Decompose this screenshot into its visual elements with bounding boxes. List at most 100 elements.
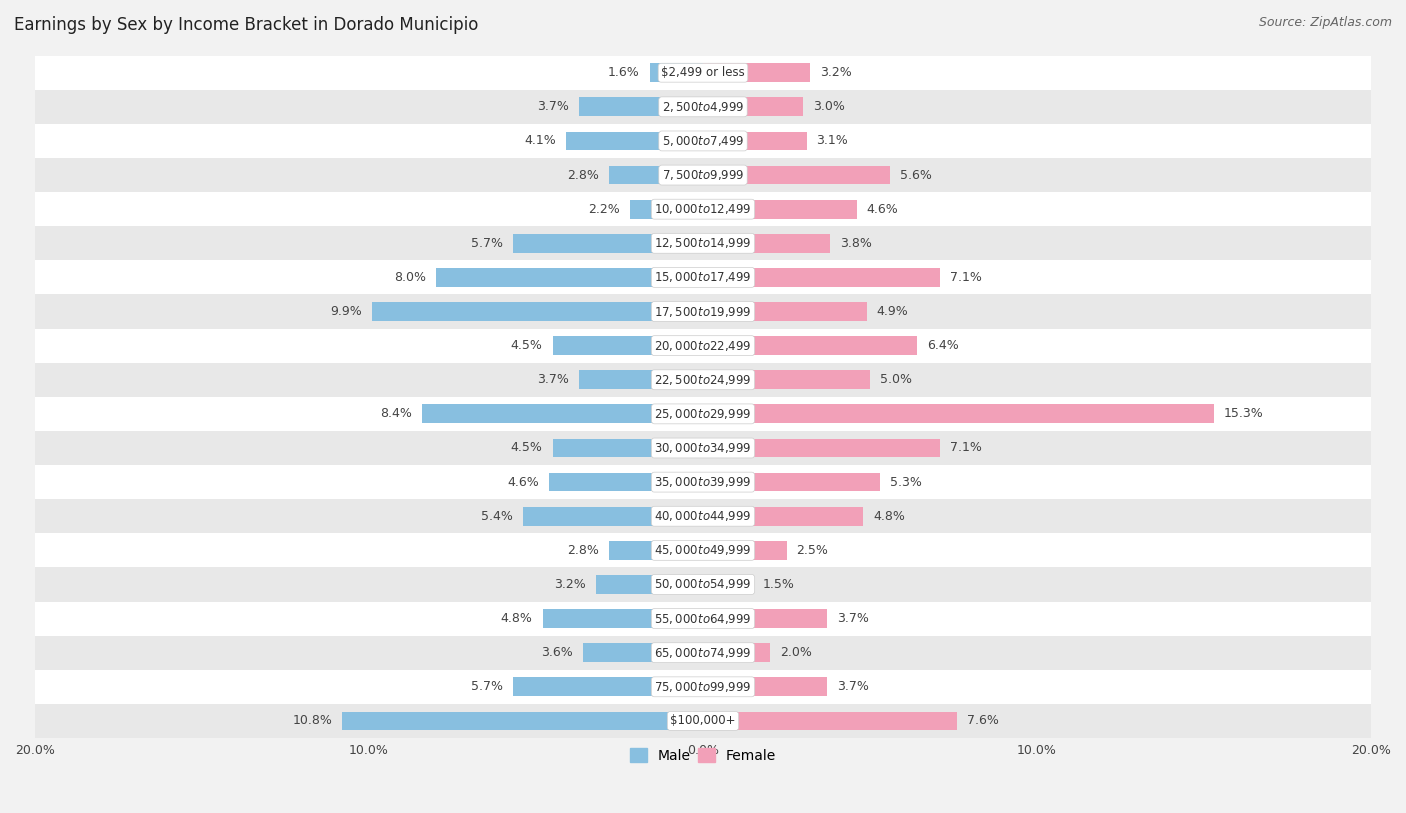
- Text: 5.3%: 5.3%: [890, 476, 922, 489]
- Text: $50,000 to $54,999: $50,000 to $54,999: [654, 577, 752, 592]
- Bar: [650, 63, 703, 82]
- Bar: [35, 226, 1371, 260]
- Bar: [703, 405, 1213, 424]
- Bar: [35, 567, 1371, 602]
- Text: 3.7%: 3.7%: [537, 373, 569, 386]
- Bar: [35, 192, 1371, 226]
- Bar: [35, 431, 1371, 465]
- Bar: [550, 472, 703, 492]
- Bar: [523, 506, 703, 526]
- Text: 2.2%: 2.2%: [588, 202, 620, 215]
- Text: 7.1%: 7.1%: [950, 441, 981, 454]
- Bar: [543, 609, 703, 628]
- Text: $20,000 to $22,499: $20,000 to $22,499: [654, 339, 752, 353]
- Text: 6.4%: 6.4%: [927, 339, 959, 352]
- Text: $17,500 to $19,999: $17,500 to $19,999: [654, 305, 752, 319]
- Bar: [513, 677, 703, 696]
- Bar: [35, 124, 1371, 158]
- Bar: [553, 439, 703, 458]
- Bar: [422, 405, 703, 424]
- Text: $12,500 to $14,999: $12,500 to $14,999: [654, 237, 752, 250]
- Bar: [703, 302, 866, 321]
- Bar: [703, 234, 830, 253]
- Text: 1.5%: 1.5%: [763, 578, 794, 591]
- Bar: [609, 166, 703, 185]
- Bar: [35, 328, 1371, 363]
- Text: 15.3%: 15.3%: [1225, 407, 1264, 420]
- Text: $10,000 to $12,499: $10,000 to $12,499: [654, 202, 752, 216]
- Bar: [703, 439, 941, 458]
- Bar: [553, 337, 703, 355]
- Text: $75,000 to $99,999: $75,000 to $99,999: [654, 680, 752, 693]
- Text: $22,500 to $24,999: $22,500 to $24,999: [654, 373, 752, 387]
- Text: $2,500 to $4,999: $2,500 to $4,999: [662, 100, 744, 114]
- Bar: [703, 98, 803, 116]
- Bar: [35, 499, 1371, 533]
- Bar: [567, 132, 703, 150]
- Bar: [703, 711, 957, 730]
- Bar: [35, 55, 1371, 89]
- Text: Source: ZipAtlas.com: Source: ZipAtlas.com: [1258, 16, 1392, 29]
- Text: Earnings by Sex by Income Bracket in Dorado Municipio: Earnings by Sex by Income Bracket in Dor…: [14, 16, 478, 34]
- Text: $5,000 to $7,499: $5,000 to $7,499: [662, 134, 744, 148]
- Bar: [513, 234, 703, 253]
- Bar: [35, 533, 1371, 567]
- Bar: [596, 575, 703, 593]
- Text: 4.6%: 4.6%: [508, 476, 540, 489]
- Bar: [35, 704, 1371, 738]
- Text: 3.2%: 3.2%: [820, 66, 852, 79]
- Text: 3.8%: 3.8%: [839, 237, 872, 250]
- Bar: [609, 541, 703, 559]
- Text: 4.8%: 4.8%: [501, 612, 533, 625]
- Text: $7,500 to $9,999: $7,500 to $9,999: [662, 168, 744, 182]
- Bar: [703, 541, 786, 559]
- Text: 4.6%: 4.6%: [866, 202, 898, 215]
- Bar: [436, 268, 703, 287]
- Text: 3.0%: 3.0%: [813, 100, 845, 113]
- Text: $30,000 to $34,999: $30,000 to $34,999: [654, 441, 752, 455]
- Text: 2.0%: 2.0%: [780, 646, 811, 659]
- Text: $25,000 to $29,999: $25,000 to $29,999: [654, 406, 752, 421]
- Bar: [703, 166, 890, 185]
- Text: $55,000 to $64,999: $55,000 to $64,999: [654, 611, 752, 625]
- Bar: [703, 677, 827, 696]
- Bar: [703, 643, 770, 662]
- Bar: [703, 506, 863, 526]
- Bar: [373, 302, 703, 321]
- Text: 5.0%: 5.0%: [880, 373, 912, 386]
- Text: 3.7%: 3.7%: [837, 612, 869, 625]
- Bar: [342, 711, 703, 730]
- Text: 2.8%: 2.8%: [568, 168, 599, 181]
- Bar: [703, 472, 880, 492]
- Text: 3.7%: 3.7%: [837, 680, 869, 693]
- Text: 2.8%: 2.8%: [568, 544, 599, 557]
- Text: 3.2%: 3.2%: [554, 578, 586, 591]
- Text: 8.0%: 8.0%: [394, 271, 426, 284]
- Bar: [35, 636, 1371, 670]
- Bar: [703, 63, 810, 82]
- Text: 5.7%: 5.7%: [471, 237, 502, 250]
- Text: 4.9%: 4.9%: [877, 305, 908, 318]
- Bar: [35, 670, 1371, 704]
- Text: 4.1%: 4.1%: [524, 134, 555, 147]
- Text: 10.8%: 10.8%: [292, 715, 332, 728]
- Text: 7.6%: 7.6%: [967, 715, 998, 728]
- Bar: [703, 575, 754, 593]
- Text: 5.7%: 5.7%: [471, 680, 502, 693]
- Text: 5.4%: 5.4%: [481, 510, 513, 523]
- Legend: Male, Female: Male, Female: [624, 742, 782, 768]
- Text: 3.7%: 3.7%: [537, 100, 569, 113]
- Text: $15,000 to $17,499: $15,000 to $17,499: [654, 271, 752, 285]
- Bar: [630, 200, 703, 219]
- Bar: [703, 371, 870, 389]
- Bar: [35, 397, 1371, 431]
- Bar: [703, 132, 807, 150]
- Bar: [35, 89, 1371, 124]
- Text: $35,000 to $39,999: $35,000 to $39,999: [654, 475, 752, 489]
- Text: 9.9%: 9.9%: [330, 305, 363, 318]
- Bar: [582, 643, 703, 662]
- Text: $45,000 to $49,999: $45,000 to $49,999: [654, 543, 752, 558]
- Text: 3.6%: 3.6%: [541, 646, 572, 659]
- Bar: [703, 337, 917, 355]
- Bar: [35, 260, 1371, 294]
